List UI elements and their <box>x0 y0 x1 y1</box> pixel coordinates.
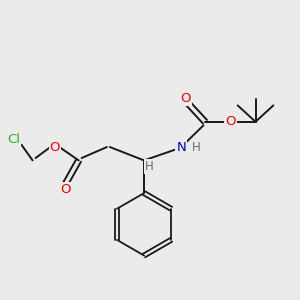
Text: H: H <box>192 140 201 154</box>
Text: O: O <box>50 140 60 154</box>
Text: O: O <box>180 92 191 105</box>
Text: O: O <box>60 183 70 196</box>
Text: Cl: Cl <box>7 133 20 146</box>
Text: N: N <box>176 140 186 154</box>
Text: O: O <box>225 115 236 128</box>
Text: H: H <box>145 160 154 173</box>
